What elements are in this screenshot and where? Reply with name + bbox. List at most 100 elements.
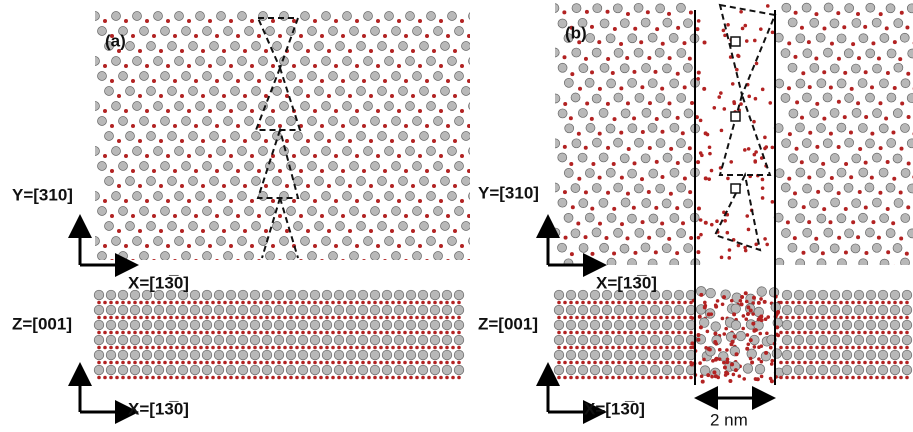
atom — [891, 131, 895, 135]
atom — [599, 376, 603, 380]
atom — [656, 184, 665, 193]
atom — [849, 131, 853, 135]
atom — [308, 207, 317, 216]
atom — [236, 169, 240, 173]
atom — [590, 207, 594, 211]
atom — [451, 346, 455, 350]
atom — [614, 305, 624, 315]
atom — [252, 42, 261, 51]
atom — [442, 290, 452, 300]
atom — [617, 361, 621, 365]
atom — [231, 87, 240, 96]
atom — [229, 301, 233, 305]
atom — [285, 94, 289, 98]
atom — [265, 361, 269, 365]
atom — [814, 237, 818, 241]
atom — [620, 19, 629, 28]
atom — [606, 34, 615, 43]
atom — [175, 237, 184, 246]
atom — [455, 162, 464, 171]
atom — [662, 320, 672, 330]
atom — [633, 161, 637, 165]
atom — [787, 86, 791, 90]
atom — [322, 320, 332, 330]
atom — [130, 335, 140, 345]
atom — [406, 192, 415, 201]
atom — [890, 320, 900, 330]
atom — [575, 316, 579, 320]
atom — [628, 124, 637, 133]
atom — [378, 222, 387, 231]
atom — [127, 346, 131, 350]
atom — [364, 12, 373, 21]
atom — [299, 169, 303, 173]
atom — [259, 346, 263, 350]
atom — [181, 346, 185, 350]
atom — [614, 93, 623, 102]
atom — [837, 57, 841, 61]
atom — [154, 237, 163, 246]
atom — [265, 301, 269, 305]
atom — [157, 346, 161, 350]
atom — [355, 346, 359, 350]
atom — [271, 19, 275, 23]
atom — [710, 223, 714, 227]
atom — [684, 244, 693, 253]
atom — [660, 221, 664, 225]
atom — [641, 361, 645, 365]
atom — [145, 244, 149, 248]
atom — [879, 79, 888, 88]
atom — [390, 94, 394, 98]
atom — [454, 290, 464, 300]
atom — [223, 301, 227, 305]
atom — [313, 376, 317, 380]
atom — [837, 168, 846, 177]
atom — [891, 221, 895, 225]
atom — [566, 350, 576, 360]
atom — [121, 361, 125, 365]
atom — [830, 42, 834, 46]
atom — [837, 100, 841, 104]
atom — [628, 259, 637, 268]
atom — [357, 42, 366, 51]
atom — [457, 361, 461, 365]
atom — [432, 229, 436, 233]
atom — [379, 331, 383, 335]
atom — [145, 376, 149, 380]
atom — [413, 72, 422, 81]
atom — [439, 109, 443, 113]
atom — [742, 377, 746, 381]
atom — [592, 48, 601, 57]
atom — [703, 305, 707, 309]
atom — [151, 376, 155, 380]
atom — [451, 316, 455, 320]
atom — [554, 335, 564, 345]
atom — [266, 117, 275, 126]
atom — [448, 147, 457, 156]
atom — [229, 376, 233, 380]
atom — [409, 301, 413, 305]
atom — [343, 346, 347, 350]
atom — [97, 301, 101, 305]
atom — [859, 259, 868, 268]
atom — [115, 376, 119, 380]
atom — [432, 139, 436, 143]
atom — [830, 244, 839, 253]
atom — [872, 243, 881, 252]
atom — [289, 316, 293, 320]
atom — [343, 376, 347, 380]
atom — [217, 361, 221, 365]
atom — [226, 305, 236, 315]
atom — [704, 221, 708, 225]
atom — [782, 305, 792, 315]
atom — [650, 365, 660, 375]
atom — [214, 290, 224, 300]
atom — [655, 160, 659, 164]
atom — [782, 3, 791, 12]
atom — [187, 244, 191, 248]
atom — [829, 86, 833, 90]
atom — [439, 19, 443, 23]
atom — [103, 376, 107, 380]
atom — [562, 10, 566, 14]
atom — [214, 335, 224, 345]
